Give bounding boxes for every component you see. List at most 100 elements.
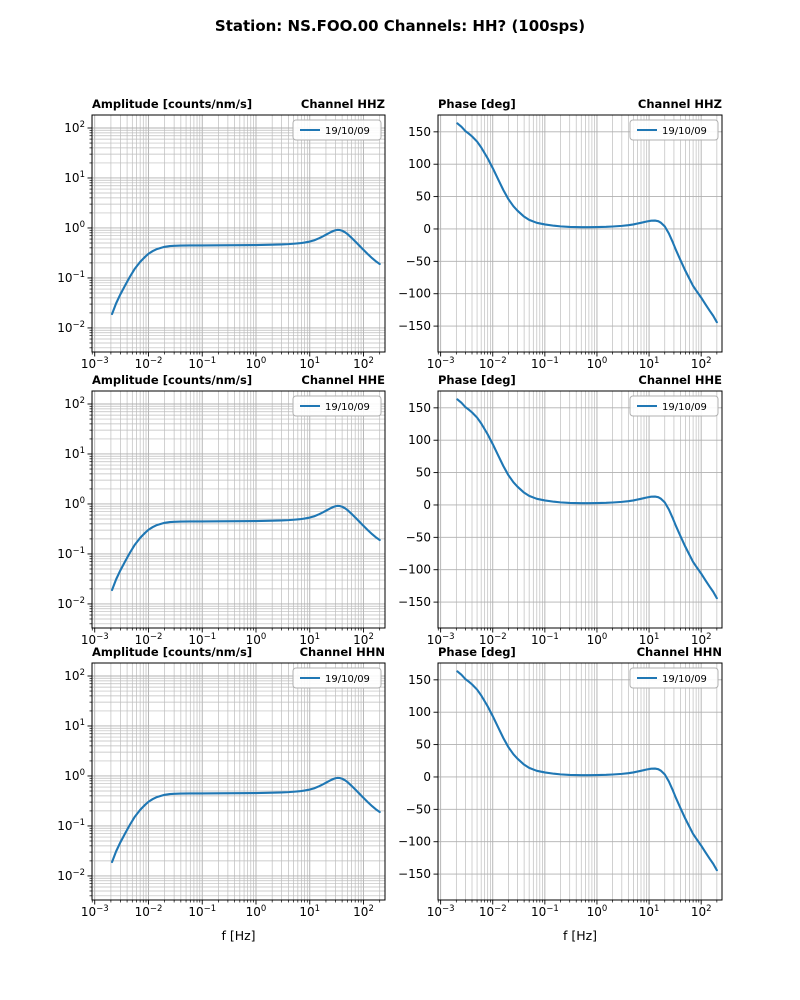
axes-frame bbox=[437, 662, 723, 901]
legend-box bbox=[292, 119, 382, 141]
y-tick-label: 101 bbox=[64, 718, 85, 733]
y-tick-label: −100 bbox=[398, 287, 431, 301]
axis-title-left: Phase [deg] bbox=[438, 645, 516, 659]
ticks bbox=[433, 679, 718, 905]
figure-title: Station: NS.FOO.00 Channels: HH? (100sps… bbox=[215, 17, 585, 35]
axis-title-left: Phase [deg] bbox=[438, 373, 516, 387]
y-tick-label: 10−1 bbox=[57, 546, 85, 561]
y-tick-label: 100 bbox=[64, 496, 85, 511]
y-tick-label: 101 bbox=[64, 446, 85, 461]
grid bbox=[437, 663, 722, 900]
x-tick-label: 101 bbox=[299, 356, 320, 371]
legend-box bbox=[629, 119, 719, 141]
axes-frame bbox=[437, 390, 723, 629]
response-curve bbox=[110, 504, 381, 592]
legend-label: 19/10/09 bbox=[662, 402, 707, 413]
x-tick-label: 100 bbox=[587, 632, 608, 647]
subplot-phase-hhz: 10−3 10−2 10−1 100 101 102 −150 −100 −50 0 50 100 15… bbox=[398, 97, 723, 371]
legend-box bbox=[629, 667, 719, 689]
ticks bbox=[87, 675, 381, 905]
legend: 19/10/09 bbox=[292, 119, 382, 141]
axis-title-right: Channel HHN bbox=[300, 645, 385, 659]
response-curve bbox=[456, 398, 718, 600]
x-tick-label: 101 bbox=[299, 904, 320, 919]
x-tick-label: 100 bbox=[587, 356, 608, 371]
legend-label: 19/10/09 bbox=[325, 126, 370, 137]
y-tick-label: 102 bbox=[64, 668, 85, 683]
x-tick-label: 10−2 bbox=[135, 632, 163, 647]
y-tick-label: 100 bbox=[64, 768, 85, 783]
y-tick-label: 0 bbox=[423, 222, 431, 236]
legend-box bbox=[292, 395, 382, 417]
response-curve bbox=[110, 228, 381, 316]
axis-title-right: Channel HHZ bbox=[638, 97, 722, 111]
subplot-amplitude-hhz: 10−3 10−2 10−1 100 101 102 10−2 10−1 100 101 102 Am… bbox=[57, 97, 386, 371]
axis-title-left: Amplitude [counts/nm/s] bbox=[92, 97, 252, 111]
x-tick-label: 10−1 bbox=[188, 356, 216, 371]
legend: 19/10/09 bbox=[629, 119, 719, 141]
axis-title-right: Channel HHZ bbox=[301, 97, 385, 111]
ticks bbox=[87, 403, 381, 633]
x-tick-label: 10−2 bbox=[479, 904, 507, 919]
ticks bbox=[87, 127, 381, 357]
x-tick-label: 10−1 bbox=[531, 632, 559, 647]
x-tick-label: 10−3 bbox=[81, 356, 109, 371]
y-tick-label: −50 bbox=[406, 802, 431, 816]
x-tick-label: 100 bbox=[246, 632, 267, 647]
y-tick-label: 150 bbox=[408, 673, 431, 687]
x-tick-label: 101 bbox=[639, 632, 660, 647]
legend: 19/10/09 bbox=[292, 395, 382, 417]
subplot-amplitude-hhe: 10−3 10−2 10−1 100 101 102 10−2 10−1 100 101 102 Am… bbox=[57, 373, 386, 647]
response-curve bbox=[456, 122, 718, 324]
y-tick-label: 100 bbox=[408, 157, 431, 171]
legend: 19/10/09 bbox=[629, 667, 719, 689]
legend-label: 19/10/09 bbox=[662, 126, 707, 137]
y-tick-label: 50 bbox=[416, 190, 431, 204]
grid bbox=[91, 663, 385, 900]
y-tick-label: 0 bbox=[423, 498, 431, 512]
response-curve bbox=[456, 670, 718, 872]
legend-label: 19/10/09 bbox=[662, 674, 707, 685]
x-tick-label: 10−1 bbox=[188, 904, 216, 919]
ticks bbox=[433, 131, 718, 357]
x-tick-label: 100 bbox=[246, 904, 267, 919]
y-tick-label: 100 bbox=[64, 220, 85, 235]
x-tick-label: 10−3 bbox=[427, 632, 455, 647]
x-tick-label: 100 bbox=[587, 904, 608, 919]
x-tick-label: 10−1 bbox=[531, 904, 559, 919]
subplots-group: 10−3 10−2 10−1 100 101 102 10−2 10−1 100 101 102 Am… bbox=[57, 97, 723, 943]
x-axis-label: f [Hz] bbox=[563, 928, 597, 943]
y-tick-label: 50 bbox=[416, 466, 431, 480]
x-tick-label: 102 bbox=[353, 356, 374, 371]
grid bbox=[91, 391, 385, 628]
legend-box bbox=[629, 395, 719, 417]
subplot-phase-hhe: 10−3 10−2 10−1 100 101 102 −150 −100 −50 0 50 100 15… bbox=[398, 373, 723, 647]
x-tick-label: 100 bbox=[246, 356, 267, 371]
y-tick-label: 101 bbox=[64, 170, 85, 185]
x-tick-label: 10−2 bbox=[479, 632, 507, 647]
y-tick-label: 50 bbox=[416, 738, 431, 752]
x-tick-label: 10−3 bbox=[427, 356, 455, 371]
axes-frame bbox=[91, 390, 386, 629]
y-tick-label: −50 bbox=[406, 254, 431, 268]
x-tick-label: 102 bbox=[353, 632, 374, 647]
y-tick-label: −150 bbox=[398, 319, 431, 333]
y-tick-label: 10−2 bbox=[57, 320, 85, 335]
x-tick-label: 102 bbox=[691, 356, 712, 371]
y-tick-label: 102 bbox=[64, 396, 85, 411]
y-tick-label: −100 bbox=[398, 563, 431, 577]
y-tick-label: 10−2 bbox=[57, 868, 85, 883]
subplot-amplitude-hhn: 10−3 10−2 10−1 100 101 102 10−2 10−1 100 101 102 Am… bbox=[57, 645, 386, 943]
y-tick-label: 10−1 bbox=[57, 818, 85, 833]
y-tick-label: 10−1 bbox=[57, 270, 85, 285]
y-tick-label: −150 bbox=[398, 867, 431, 881]
x-tick-label: 102 bbox=[691, 904, 712, 919]
x-tick-label: 10−1 bbox=[531, 356, 559, 371]
axes-frame bbox=[437, 114, 723, 353]
grid bbox=[437, 115, 722, 352]
x-tick-label: 10−3 bbox=[81, 904, 109, 919]
x-tick-label: 101 bbox=[639, 904, 660, 919]
y-tick-label: −50 bbox=[406, 530, 431, 544]
